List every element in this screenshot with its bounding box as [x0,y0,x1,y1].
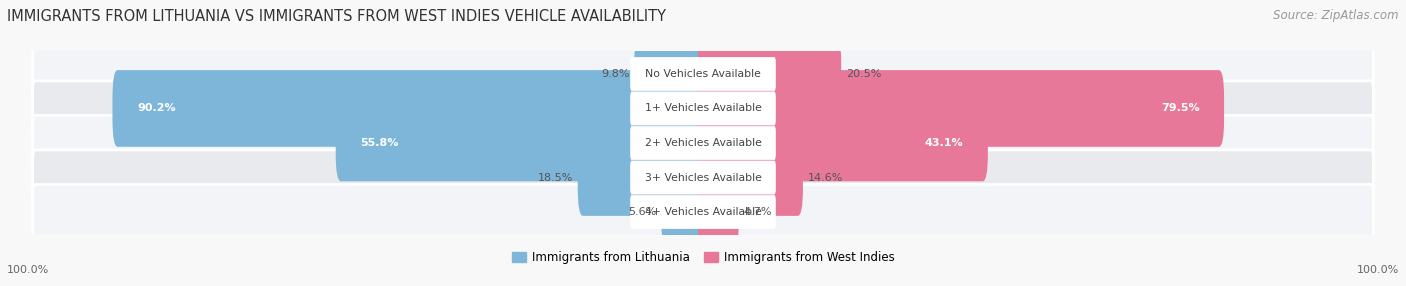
FancyBboxPatch shape [32,46,1374,102]
Text: 100.0%: 100.0% [1357,265,1399,275]
FancyBboxPatch shape [697,174,738,251]
Text: Source: ZipAtlas.com: Source: ZipAtlas.com [1274,9,1399,21]
FancyBboxPatch shape [631,57,775,90]
FancyBboxPatch shape [32,81,1374,136]
FancyBboxPatch shape [32,184,1374,240]
FancyBboxPatch shape [697,70,1225,147]
Text: 18.5%: 18.5% [538,172,574,182]
Text: 90.2%: 90.2% [138,104,176,114]
Text: 4+ Vehicles Available: 4+ Vehicles Available [644,207,762,217]
Text: 2+ Vehicles Available: 2+ Vehicles Available [644,138,762,148]
Text: 14.6%: 14.6% [807,172,842,182]
FancyBboxPatch shape [661,174,709,251]
Text: 9.8%: 9.8% [602,69,630,79]
Text: 79.5%: 79.5% [1161,104,1199,114]
FancyBboxPatch shape [634,35,709,112]
Text: IMMIGRANTS FROM LITHUANIA VS IMMIGRANTS FROM WEST INDIES VEHICLE AVAILABILITY: IMMIGRANTS FROM LITHUANIA VS IMMIGRANTS … [7,9,666,23]
FancyBboxPatch shape [631,126,775,160]
Text: 3+ Vehicles Available: 3+ Vehicles Available [644,172,762,182]
FancyBboxPatch shape [697,35,841,112]
Text: 1+ Vehicles Available: 1+ Vehicles Available [644,104,762,114]
Text: 5.6%: 5.6% [628,207,657,217]
FancyBboxPatch shape [697,105,988,181]
Text: 43.1%: 43.1% [925,138,963,148]
FancyBboxPatch shape [631,161,775,194]
FancyBboxPatch shape [631,196,775,229]
FancyBboxPatch shape [336,105,709,181]
FancyBboxPatch shape [112,70,709,147]
Legend: Immigrants from Lithuania, Immigrants from West Indies: Immigrants from Lithuania, Immigrants fr… [506,247,900,269]
Text: 4.7%: 4.7% [744,207,772,217]
Text: 20.5%: 20.5% [846,69,882,79]
Text: No Vehicles Available: No Vehicles Available [645,69,761,79]
FancyBboxPatch shape [32,150,1374,205]
FancyBboxPatch shape [697,139,803,216]
Text: 55.8%: 55.8% [360,138,399,148]
FancyBboxPatch shape [32,115,1374,171]
FancyBboxPatch shape [578,139,709,216]
Text: 100.0%: 100.0% [7,265,49,275]
FancyBboxPatch shape [631,92,775,125]
